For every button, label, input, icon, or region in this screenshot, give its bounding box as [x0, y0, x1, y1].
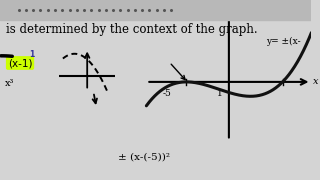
Text: y= ±(x-: y= ±(x- — [266, 37, 301, 46]
Text: 1: 1 — [217, 89, 222, 98]
Text: is determined by the context of the graph.: is determined by the context of the grap… — [6, 22, 258, 35]
Text: y: y — [230, 3, 236, 12]
Text: x³: x³ — [5, 79, 14, 88]
Text: -5: -5 — [162, 89, 171, 98]
Bar — [0, 0, 311, 20]
Text: (x-1): (x-1) — [8, 58, 32, 68]
Text: 1: 1 — [29, 50, 34, 59]
Text: x: x — [313, 77, 318, 86]
Text: ± (x-(-5))²: ± (x-(-5))² — [118, 152, 170, 161]
